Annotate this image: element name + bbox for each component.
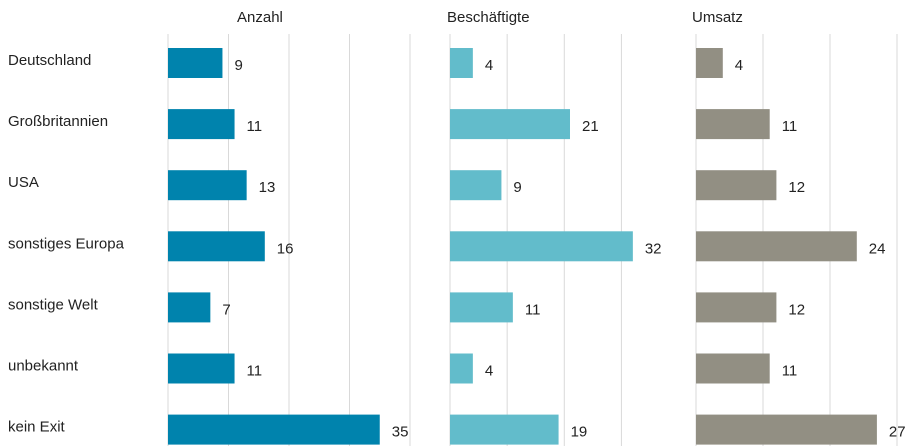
category-label: sonstiges Europa [8,235,125,252]
value-label: 32 [645,240,662,257]
value-label: 11 [782,362,798,379]
category-label: kein Exit [8,419,66,436]
bar [696,353,770,384]
bar [696,48,723,78]
bar [450,48,473,78]
bar [168,170,247,201]
bar [168,292,211,323]
bar [168,414,380,445]
value-label: 13 [259,179,276,196]
value-label: 11 [247,118,263,135]
value-label: 21 [582,118,599,135]
value-label: 9 [234,57,242,74]
category-label: Großbritannien [8,113,108,130]
bar [450,109,570,140]
value-label: 4 [735,57,743,74]
bar [168,231,265,262]
bar [450,231,633,262]
bar [450,353,473,384]
bar [450,414,559,445]
panel-title: Umsatz [692,9,743,26]
value-label: 4 [485,362,493,379]
value-label: 24 [869,240,886,257]
bar [696,231,857,262]
bar [696,414,877,445]
panel-title: Anzahl [237,9,283,26]
bar [696,109,770,140]
value-label: 27 [889,424,906,441]
bar [696,292,777,323]
value-label: 4 [485,57,493,74]
panel-title: Beschäftigte [447,9,530,26]
value-label: 11 [525,301,541,318]
value-label: 7 [222,301,230,318]
bar [450,170,502,201]
bar [696,170,777,201]
category-label: unbekannt [8,357,79,374]
value-label: 16 [277,240,294,257]
bar [450,292,513,323]
bar [168,109,235,140]
value-label: 12 [788,179,805,196]
value-label: 12 [788,301,805,318]
category-label: USA [8,174,39,191]
category-label: Deutschland [8,52,91,69]
category-label: sonstige Welt [8,296,99,313]
bar [168,353,235,384]
value-label: 11 [782,118,798,135]
value-label: 35 [392,424,409,441]
value-label: 9 [513,179,521,196]
bar [168,48,223,78]
value-label: 19 [571,424,588,441]
value-label: 11 [247,362,263,379]
